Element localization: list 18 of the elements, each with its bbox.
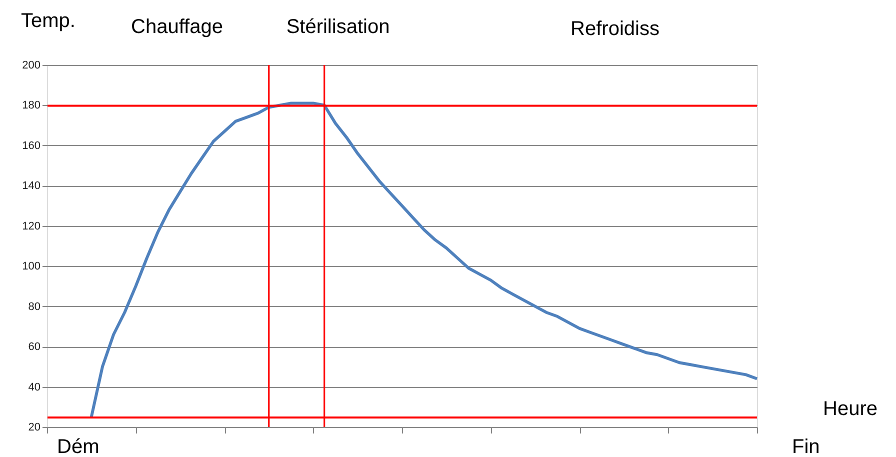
y-tick-label: 160: [22, 140, 40, 152]
y-tick-label: 100: [22, 260, 40, 273]
text: Fin: [792, 436, 820, 457]
y-tick-label: 60: [28, 341, 40, 354]
y-tick-label: 200: [22, 60, 40, 72]
text: Stérilisation: [286, 16, 390, 38]
x-axis-title: Heure: [823, 398, 878, 420]
text: Refroidiss: [570, 18, 660, 40]
y-tick-label: 180: [22, 100, 40, 112]
line-series: [90, 102, 758, 418]
y-tick-label: 80: [28, 300, 40, 313]
text: Chauffage: [131, 16, 223, 38]
y-tick-label: 40: [28, 381, 40, 394]
y-axis-title: Temp.: [21, 10, 76, 32]
y-tick-label: 20: [28, 422, 40, 434]
y-tick-label: 120: [22, 220, 40, 232]
y-tick-label: 140: [22, 180, 40, 192]
text: Dém: [57, 436, 100, 457]
